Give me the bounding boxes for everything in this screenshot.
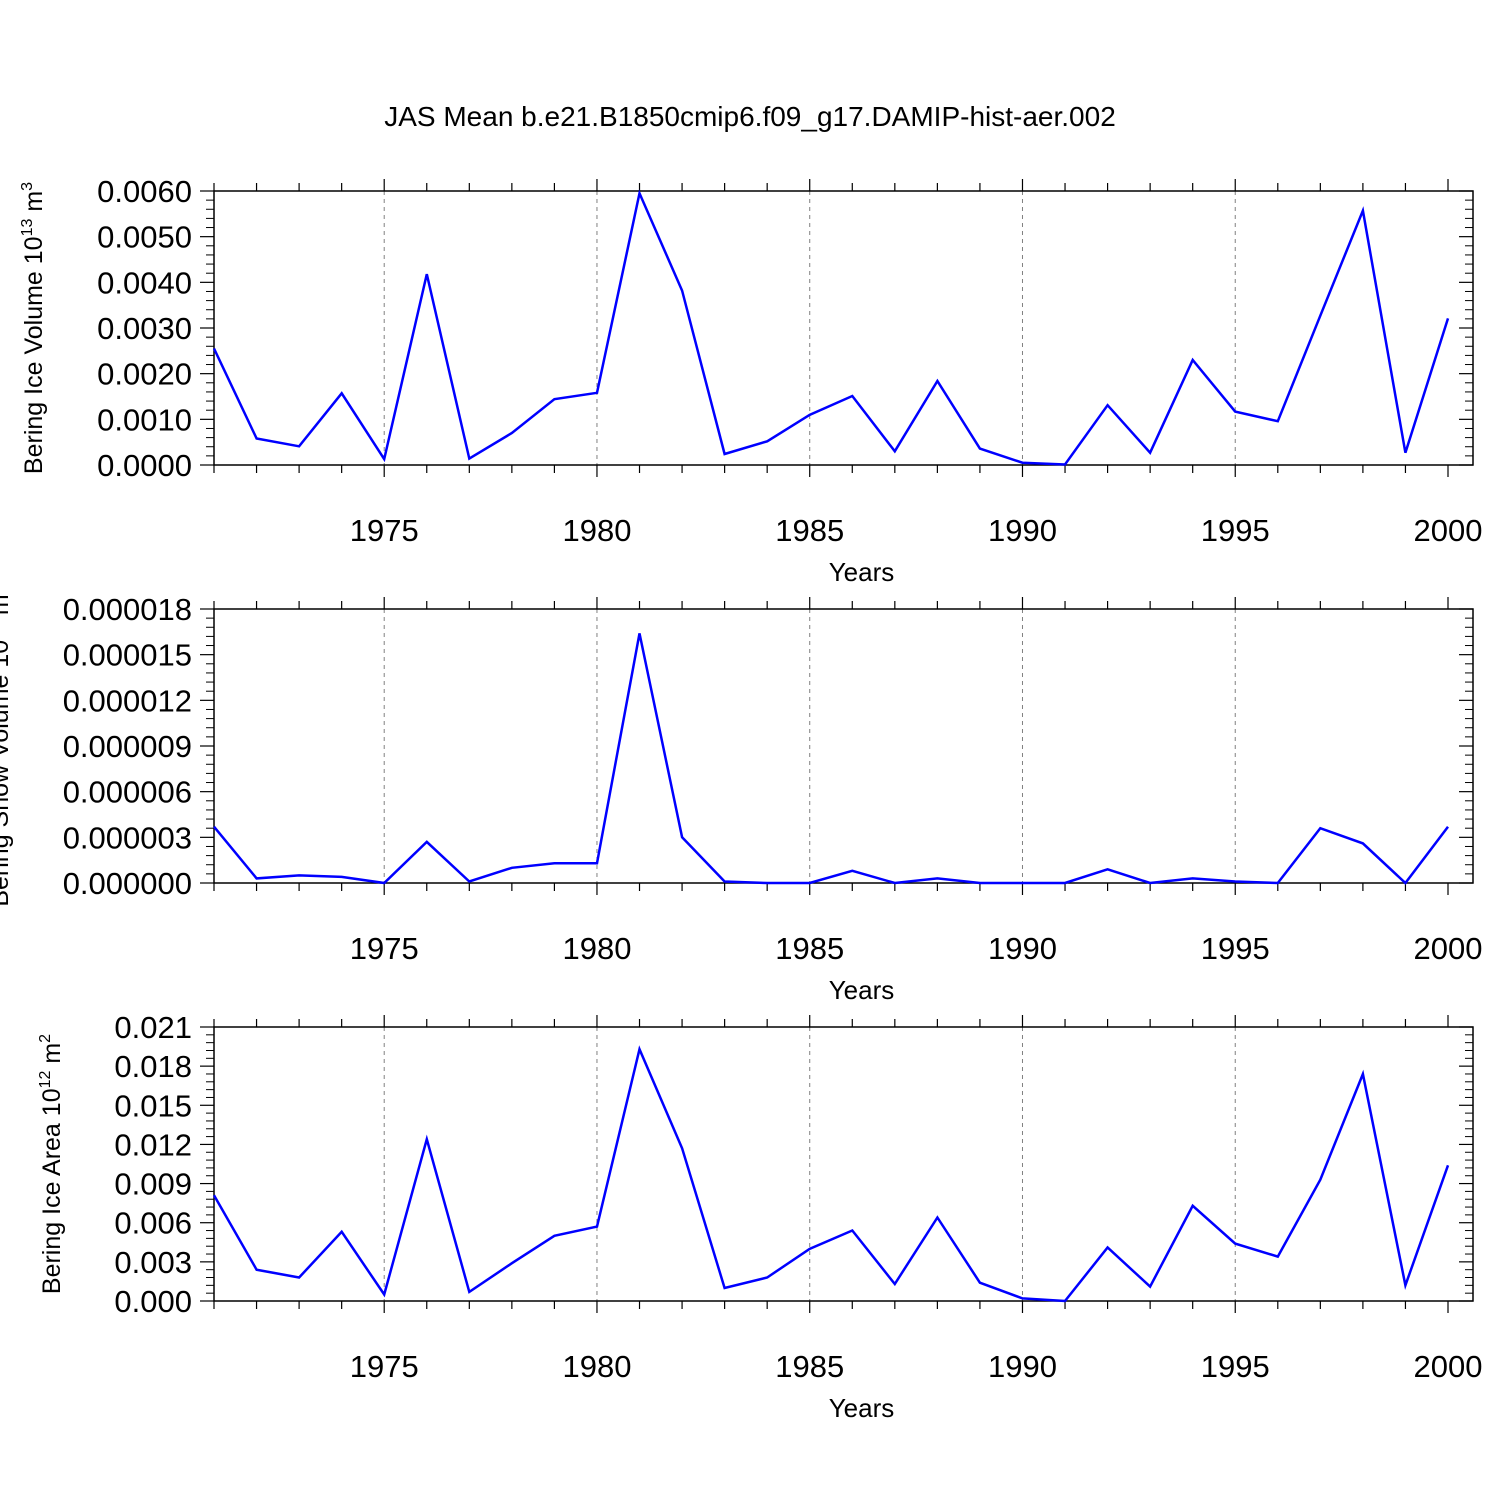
x-tick-label: 1985 xyxy=(775,513,844,548)
y-tick-label: 0.000000 xyxy=(63,866,192,901)
y-axis-label: Bering Ice Volume 1013 m3 xyxy=(19,182,48,474)
x-tick-label: 1995 xyxy=(1201,931,1270,966)
panels: 1975 1980 1985 1990 1995 2000 Years 0.0000 0.001… xyxy=(0,174,1482,1423)
panel-3: 1975 1980 1985 1990 1995 2000 Years 0.000 0.003 0… xyxy=(37,1010,1482,1423)
y-tick-label: 0.0040 xyxy=(97,265,192,300)
x-tick-label: 2000 xyxy=(1414,1349,1483,1384)
y-tick-label: 0.0030 xyxy=(97,311,192,346)
x-tick-label: 1990 xyxy=(988,1349,1057,1384)
series-line-1 xyxy=(212,189,1450,466)
x-axis-label: Years xyxy=(829,1393,895,1423)
x-tick-label: 1975 xyxy=(350,513,419,548)
x-tick-label: 1975 xyxy=(350,931,419,966)
x-tick-label: 1980 xyxy=(562,1349,631,1384)
y-axis-label: Bering Ice Area 1012 m2 xyxy=(37,1034,66,1294)
y-tick-label: 0.009 xyxy=(114,1167,192,1202)
y-axis-label: Bering Snow Volume 1013 m3 xyxy=(0,585,14,906)
series-line-1 xyxy=(212,1045,1450,1303)
y-tick-label: 0.018 xyxy=(114,1049,192,1084)
y-tick-label: 0.0060 xyxy=(97,174,192,209)
x-tick-label: 1990 xyxy=(988,513,1057,548)
y-tick-label: 0.0000 xyxy=(97,448,192,483)
plot-frame xyxy=(213,1026,1474,1302)
x-tick-label: 1985 xyxy=(775,1349,844,1384)
x-axis-label: Years xyxy=(829,557,895,587)
x-axis-label: Years xyxy=(829,975,895,1005)
plot-frame xyxy=(213,608,1474,884)
y-tick-label: 0.015 xyxy=(114,1088,192,1123)
y-tick-label: 0.003 xyxy=(114,1245,192,1280)
x-tick-label: 1980 xyxy=(562,931,631,966)
y-tick-label: 0.000012 xyxy=(63,683,192,718)
x-tick-label: 2000 xyxy=(1414,931,1483,966)
y-tick-label: 0.000003 xyxy=(63,820,192,855)
x-tick-label: 1980 xyxy=(562,513,631,548)
x-tick-label: 1995 xyxy=(1201,513,1270,548)
x-tick-label: 2000 xyxy=(1414,513,1483,548)
y-tick-label: 0.006 xyxy=(114,1206,192,1241)
y-tick-label: 0.000009 xyxy=(63,729,192,764)
series-line-1 xyxy=(213,633,1449,885)
y-tick-label: 0.000015 xyxy=(63,638,192,673)
x-tick-label: 1985 xyxy=(775,931,844,966)
panel-1: 1975 1980 1985 1990 1995 2000 Years 0.0000 0.001… xyxy=(19,174,1482,587)
chart-title: JAS Mean b.e21.B1850cmip6.f09_g17.DAMIP-… xyxy=(384,101,1116,132)
y-tick-label: 0.000006 xyxy=(63,775,192,810)
y-tick-label: 0.0010 xyxy=(97,402,192,437)
x-tick-label: 1990 xyxy=(988,931,1057,966)
panel-2: 1975 1980 1985 1990 1995 2000 Years 0.000000 0.0… xyxy=(0,585,1482,1005)
y-tick-label: 0.021 xyxy=(114,1010,192,1045)
x-tick-label: 1995 xyxy=(1201,1349,1270,1384)
y-tick-label: 0.012 xyxy=(114,1127,192,1162)
plot-frame xyxy=(213,190,1474,466)
y-tick-label: 0.0050 xyxy=(97,220,192,255)
y-tick-label: 0.000018 xyxy=(63,592,192,627)
x-tick-label: 1975 xyxy=(350,1349,419,1384)
y-tick-label: 0.000 xyxy=(114,1284,192,1319)
y-tick-label: 0.0020 xyxy=(97,357,192,392)
